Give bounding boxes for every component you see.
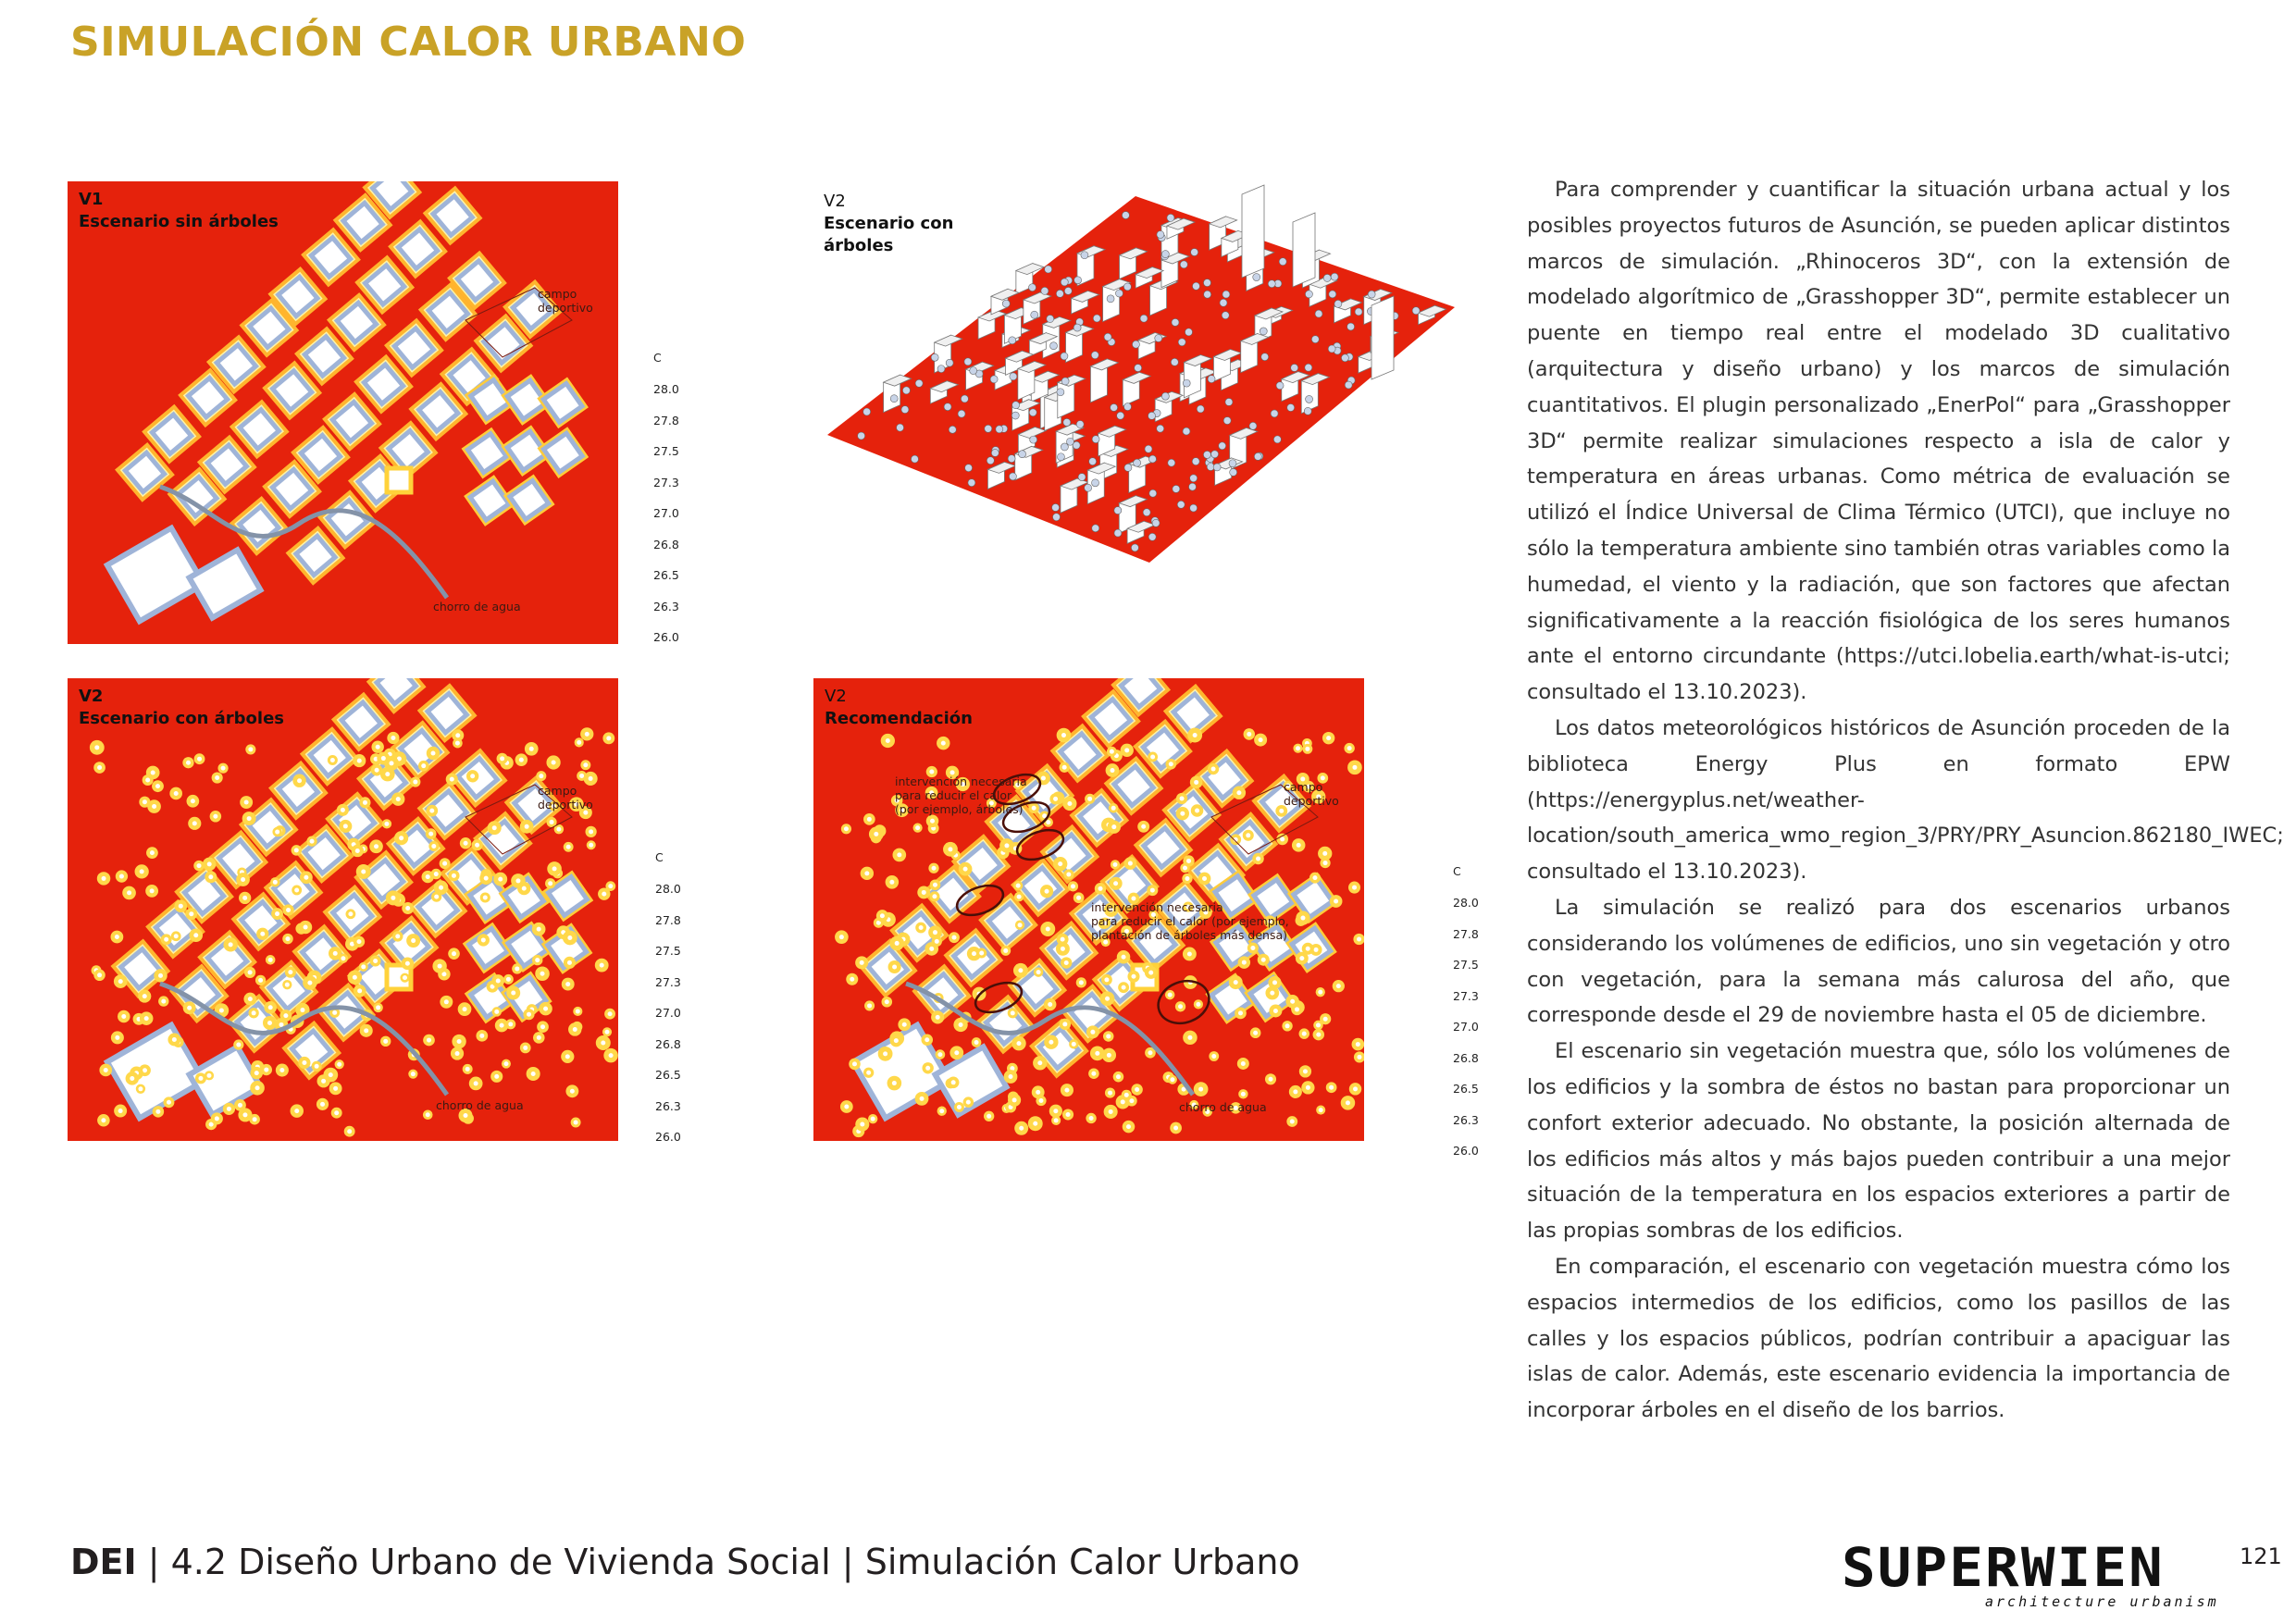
panel-label-recommendation: V2 Recomendación bbox=[825, 686, 973, 730]
heat-map-recommendation bbox=[835, 678, 1364, 1138]
panel-label-isometric: V2 Escenario con árboles bbox=[824, 191, 953, 257]
page-title: SIMULACIÓN CALOR URBANO bbox=[70, 19, 747, 66]
panel-tag: V1 bbox=[79, 190, 104, 209]
legend-tick: 26.0 bbox=[1453, 1144, 1479, 1158]
legend-tick: 26.5 bbox=[653, 568, 679, 582]
body-text: Para comprender y cuantificar la situaci… bbox=[1527, 172, 2284, 1429]
legend-tick: 26.3 bbox=[655, 1098, 681, 1113]
panel-name: Escenario con árboles bbox=[79, 709, 285, 728]
legend-tick: 27.5 bbox=[655, 944, 681, 958]
panel-name: Escenario sin árboles bbox=[79, 212, 279, 231]
intervention-note-2: intervención necesaria para reducir el c… bbox=[1091, 900, 1289, 942]
footer-brand: DEI bbox=[70, 1542, 137, 1582]
field-annotation: campo deportivo bbox=[538, 287, 593, 315]
page-number: 121 bbox=[2240, 1543, 2282, 1569]
paragraph: El escenario sin vegetación muestra que,… bbox=[1527, 1039, 2230, 1244]
map-v1-panel: V1 Escenario sin árboles campo deportivo… bbox=[68, 181, 618, 644]
legend-tick: 27.5 bbox=[1453, 958, 1479, 972]
heat-map-v2 bbox=[89, 678, 618, 1137]
legend-tick: 26.8 bbox=[653, 537, 679, 551]
paragraph: Los datos meteorológicos históricos de A… bbox=[1527, 715, 2284, 885]
legend-tick: 27.0 bbox=[653, 506, 679, 520]
heat-map-v1 bbox=[103, 181, 590, 626]
panel-label-v1: V1 Escenario sin árboles bbox=[79, 189, 279, 233]
legend-tick: 27.3 bbox=[655, 974, 681, 989]
legend-tick: 28.0 bbox=[655, 882, 681, 896]
temperature-legend-recommendation: C 28.0 27.8 27.5 27.3 27.0 26.8 26.5 26.3 26.0 bbox=[1453, 864, 1508, 1160]
paragraph: La simulación se realizó para dos escena… bbox=[1527, 895, 2230, 1028]
intervention-note-1: intervención necesaria para reducir el c… bbox=[895, 774, 1027, 816]
footer-breadcrumb: DEI | 4.2 Diseño Urbano de Vivienda Soci… bbox=[70, 1542, 1300, 1582]
field-annotation: campo deportivo bbox=[538, 784, 593, 812]
legend-tick: 27.5 bbox=[653, 444, 679, 458]
panel-name: Recomendación bbox=[825, 709, 973, 728]
footer-section: | 4.2 Diseño Urbano de Vivienda Social |… bbox=[136, 1542, 1300, 1582]
legend-unit: C bbox=[653, 351, 662, 365]
legend-tick: 27.8 bbox=[1453, 926, 1479, 941]
paragraph: Para comprender y cuantificar la situaci… bbox=[1527, 178, 2230, 705]
map-recommendation-panel: V2 Recomendación intervención necesaria … bbox=[813, 678, 1364, 1141]
river-annotation: chorro de agua bbox=[436, 1098, 524, 1112]
logo-wordmark: SUPERWIEN bbox=[1842, 1536, 2165, 1599]
legend-tick: 28.0 bbox=[1453, 896, 1479, 910]
legend-tick: 27.3 bbox=[653, 475, 679, 489]
isometric-model-v2 bbox=[827, 184, 1455, 563]
legend-tick: 26.3 bbox=[1453, 1112, 1479, 1127]
superwien-logo: SUPERWIEN architecture urbanism bbox=[1842, 1540, 2216, 1610]
legend-unit: C bbox=[655, 850, 664, 864]
panel-tag: V2 bbox=[825, 687, 847, 706]
legend-tick: 26.5 bbox=[1453, 1082, 1479, 1096]
legend-tick: 26.8 bbox=[1453, 1050, 1479, 1065]
legend-tick: 27.3 bbox=[1453, 988, 1479, 1003]
legend-tick: 26.3 bbox=[653, 599, 679, 613]
temperature-legend-v2: C 28.0 27.8 27.5 27.3 27.0 26.8 26.5 26.3 26.0 bbox=[655, 850, 711, 1146]
legend-unit: C bbox=[1453, 864, 1461, 878]
logo-tagline: architecture urbanism bbox=[1985, 1593, 2219, 1610]
river-annotation: chorro de agua bbox=[433, 600, 521, 613]
panel-tag: V2 bbox=[79, 687, 104, 706]
panel-tag: V2 bbox=[824, 192, 846, 211]
legend-tick: 26.5 bbox=[655, 1068, 681, 1082]
legend-tick: 27.0 bbox=[1453, 1020, 1479, 1034]
legend-tick: 27.0 bbox=[655, 1006, 681, 1020]
paragraph: En comparación, el escenario con vegetac… bbox=[1527, 1254, 2230, 1423]
map-v2-panel: V2 Escenario con árboles campo deportivo… bbox=[68, 678, 618, 1141]
field-annotation: campo deportivo bbox=[1284, 780, 1339, 808]
legend-tick: 27.8 bbox=[655, 912, 681, 927]
legend-tick: 26.0 bbox=[653, 630, 679, 644]
legend-tick: 26.0 bbox=[655, 1130, 681, 1144]
legend-tick: 26.8 bbox=[655, 1036, 681, 1051]
temperature-legend-v1: C 28.0 27.8 27.5 27.3 27.0 26.8 26.5 26.3 26.0 bbox=[653, 351, 709, 647]
legend-tick: 28.0 bbox=[653, 382, 679, 396]
panel-label-v2: V2 Escenario con árboles bbox=[79, 686, 284, 730]
legend-tick: 27.8 bbox=[653, 413, 679, 427]
panel-name: Escenario con árboles bbox=[824, 214, 954, 255]
river-annotation: chorro de agua bbox=[1179, 1100, 1267, 1114]
